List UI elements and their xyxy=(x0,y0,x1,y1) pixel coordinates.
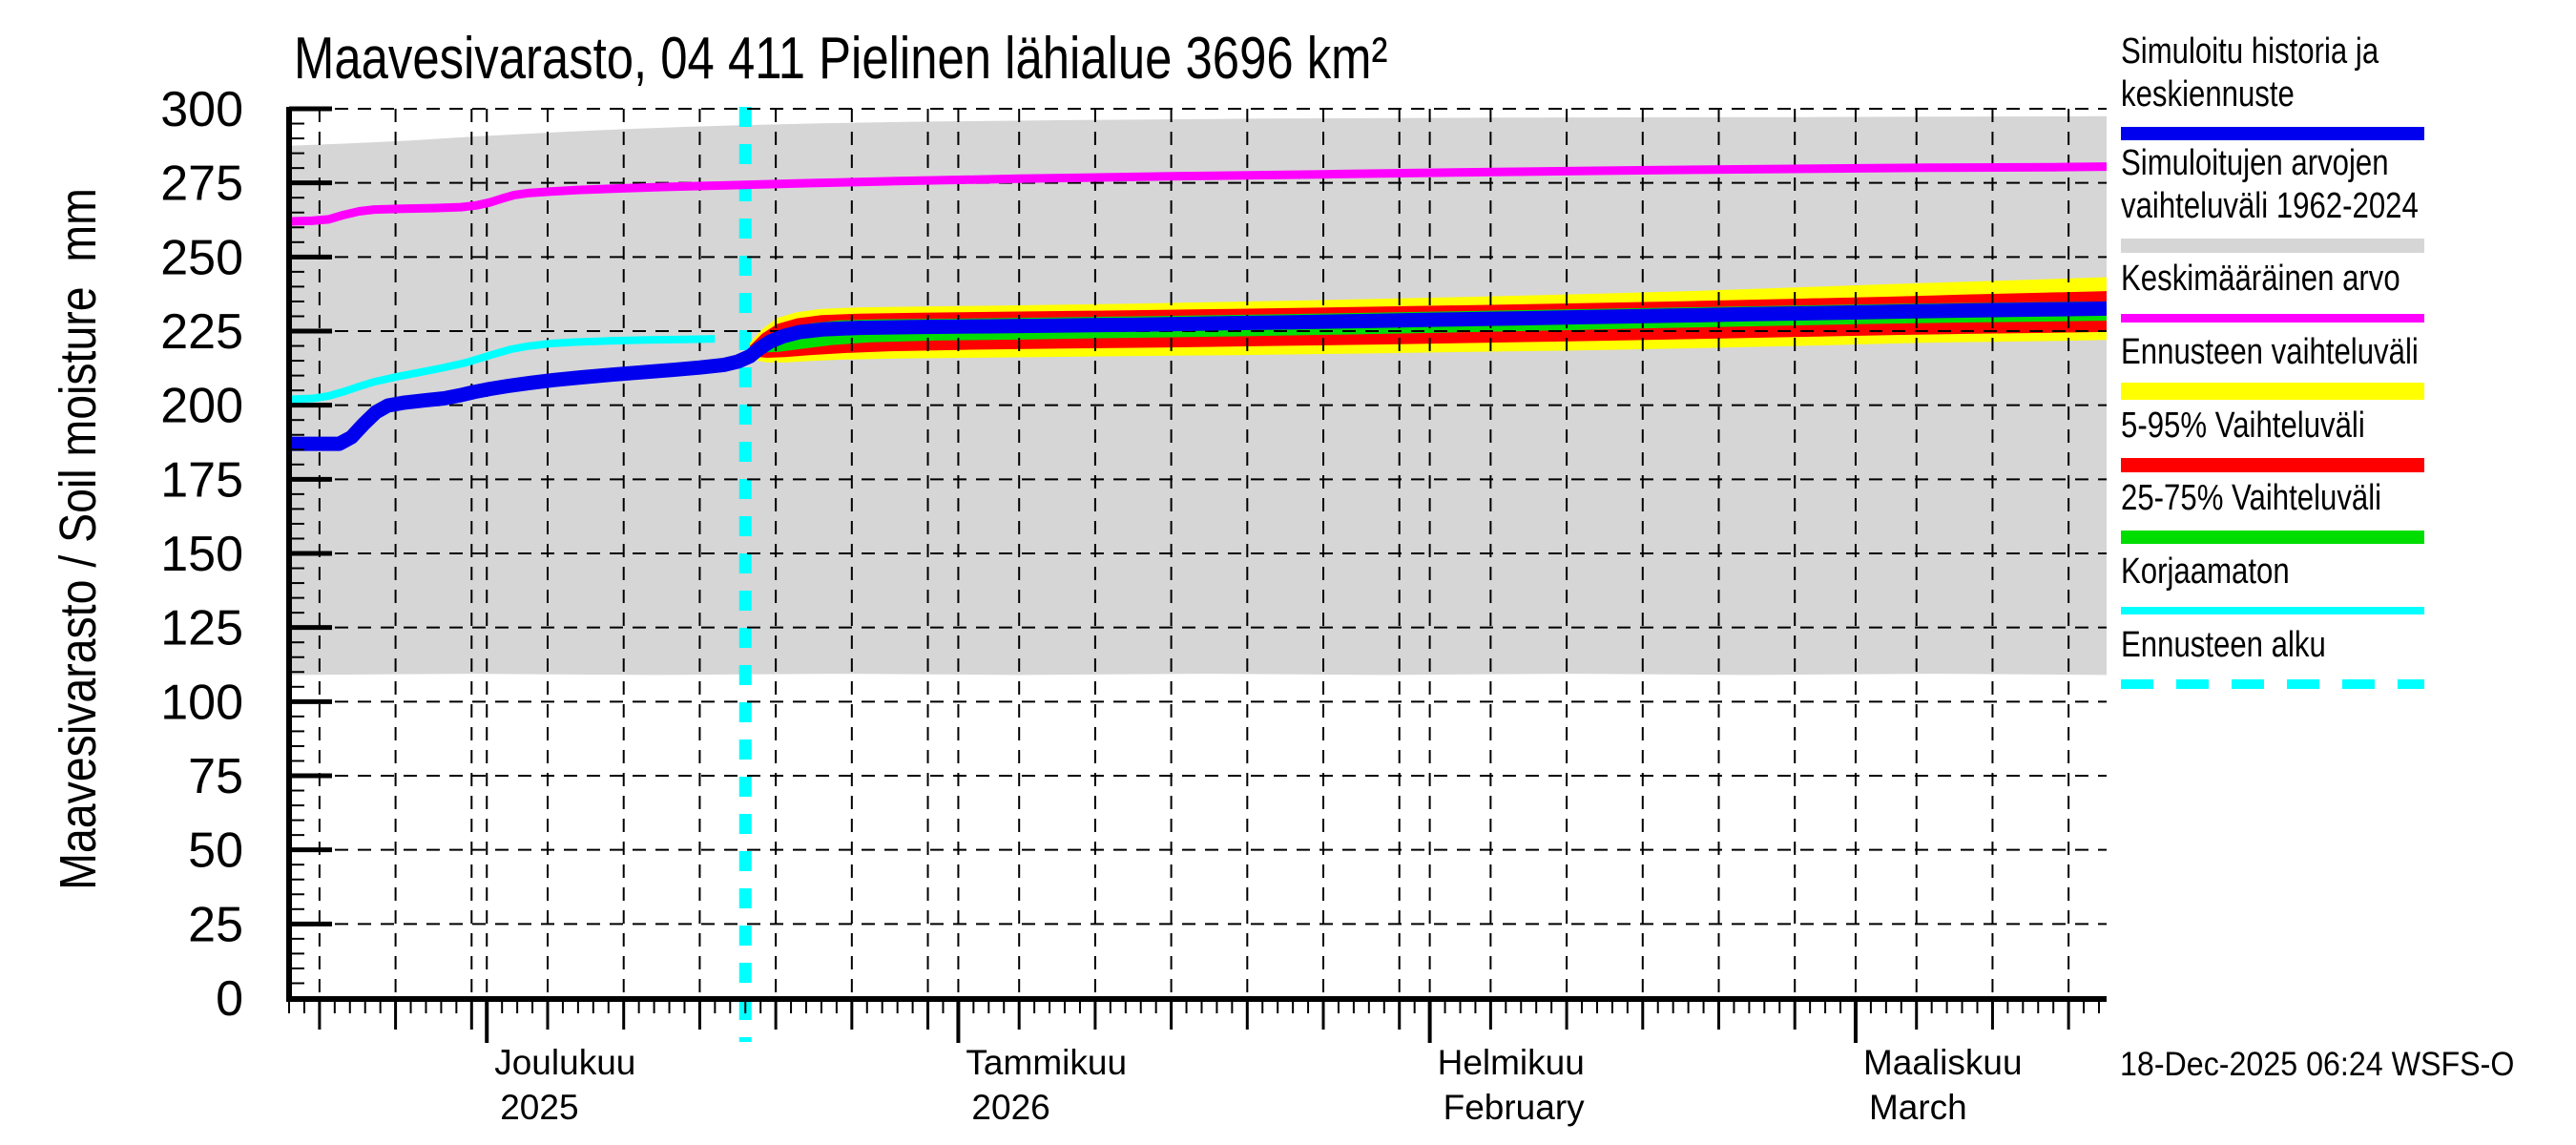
legend: Simuloitu historia ja keskiennuste Simulo… xyxy=(2121,0,2531,763)
y-tick-label: 50 xyxy=(188,823,243,879)
horizontal-gridlines xyxy=(289,108,2107,926)
legend-label-5: 25-75% Vaihteluväli xyxy=(2121,478,2382,518)
series-uncorrected xyxy=(288,335,716,404)
band-simulated-range xyxy=(289,115,2107,676)
legend-key-swatch-6 xyxy=(2121,607,2424,614)
legend-key-swatch-1 xyxy=(2121,238,2424,253)
month-label: Maaliskuu xyxy=(1863,1043,2023,1082)
y-tick-label: 0 xyxy=(216,971,243,1027)
legend-label-0: Simuloitu historia ja keskiennuste xyxy=(2121,31,2379,114)
y-tick-label: 125 xyxy=(160,601,243,656)
y-tick-label: 275 xyxy=(160,156,243,212)
y-tick-label: 175 xyxy=(160,452,243,508)
legend-label-1: Simuloitujen arvojen vaihteluväli 1962-2… xyxy=(2121,143,2419,226)
y-tick-label: 25 xyxy=(188,897,243,952)
month-label: Joulukuu xyxy=(494,1043,635,1082)
legend-key-dashed-line-7 xyxy=(2121,679,2424,689)
month-sublabel: February xyxy=(1444,1088,1586,1127)
month-label: Tammikuu xyxy=(966,1043,1127,1082)
legend-key-swatch-4 xyxy=(2121,457,2424,472)
month-sublabel: 2025 xyxy=(500,1088,578,1127)
y-tick-labels: 0 25 50 75 100 125 150 175 200 225 250 275 300 xyxy=(160,82,243,1027)
legend-label-2: Keskimääräinen arvo xyxy=(2121,259,2400,299)
y-tick-label: 100 xyxy=(160,675,243,730)
legend-label-7: Ennusteen alku xyxy=(2121,625,2326,665)
y-tick-label: 200 xyxy=(160,379,243,434)
month-sublabel: March xyxy=(1869,1088,1967,1127)
timestamp: 18-Dec-2025 06:24 WSFS-O xyxy=(2120,1046,2515,1083)
legend-key-swatch-5 xyxy=(2121,531,2424,544)
y-tick-label: 150 xyxy=(160,527,243,582)
x-ticks xyxy=(288,1001,2101,1043)
y-tick-label: 225 xyxy=(160,304,243,360)
legend-label-6: Korjaamaton xyxy=(2121,552,2290,592)
month-label: Helmikuu xyxy=(1438,1043,1585,1082)
legend-key-swatch-2 xyxy=(2121,313,2424,323)
y-tick-label: 75 xyxy=(188,749,243,804)
y-ticks xyxy=(289,106,332,985)
page-title: Maavesivarasto, 04 411 Pielinen lähialue… xyxy=(294,26,1388,92)
y-tick-label: 250 xyxy=(160,230,243,285)
month-sublabel: 2026 xyxy=(971,1088,1049,1127)
series-history-and-mean-forecast xyxy=(289,301,2108,451)
y-axis-label: Maavesivarasto / Soil moisture mm xyxy=(50,188,107,890)
y-tick-label: 300 xyxy=(160,82,243,137)
x-month-labels: Joulukuu 2025 Tammikuu 2026 Helmikuu February… xyxy=(494,1043,2022,1127)
legend-label-4: 5-95% Vaihteluväli xyxy=(2121,406,2365,446)
series-average xyxy=(288,162,2108,226)
legend-key-swatch-3 xyxy=(2121,383,2424,400)
legend-label-3: Ennusteen vaihteluväli xyxy=(2121,332,2419,372)
legend-key-swatch-0 xyxy=(2121,127,2424,140)
